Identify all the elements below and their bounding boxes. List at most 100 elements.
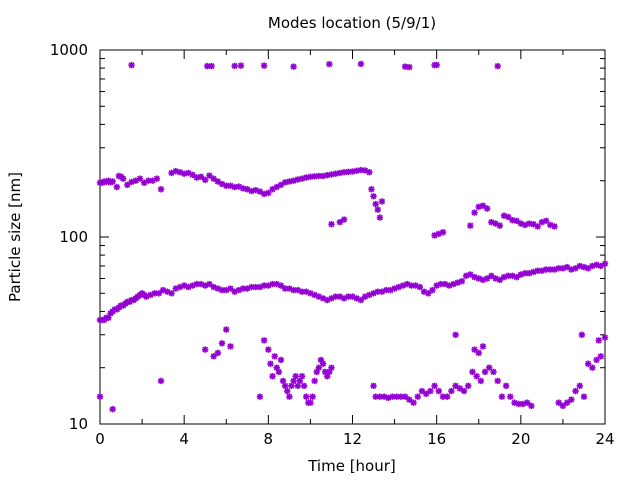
data-point: [227, 343, 234, 350]
data-point: [307, 399, 314, 406]
data-point: [433, 61, 440, 69]
y-axis-label: Particle size [nm]: [6, 172, 24, 302]
data-point: [479, 343, 487, 350]
data-point: [431, 382, 438, 390]
data-point: [288, 382, 295, 390]
data-point: [294, 382, 301, 390]
x-axis-label: Time [hour]: [307, 457, 396, 475]
data-point: [168, 290, 175, 297]
data-point: [494, 377, 501, 385]
data-point: [260, 62, 268, 69]
data-point: [370, 193, 377, 200]
data-point: [109, 178, 116, 185]
plot-frame: [99, 49, 606, 425]
data-point: [340, 216, 348, 223]
x-tick-label: 0: [95, 430, 105, 448]
data-point: [416, 283, 424, 291]
data-point: [477, 377, 485, 385]
data-point: [303, 393, 310, 400]
data-point: [422, 390, 430, 398]
data-point: [551, 223, 558, 230]
x-tick-label: 16: [427, 430, 446, 448]
data-point: [460, 387, 468, 395]
data-point: [237, 62, 245, 69]
data-point: [370, 382, 377, 390]
data-point: [496, 222, 503, 229]
x-tick-label: 20: [511, 430, 530, 448]
data-point: [218, 340, 226, 347]
data-point: [311, 377, 318, 385]
x-axis: 0 4 8 12 16 20 24: [95, 50, 615, 448]
data-point: [441, 280, 449, 288]
data-point: [498, 393, 506, 400]
data-point: [275, 368, 283, 376]
data-point: [523, 399, 531, 406]
data-point: [414, 393, 421, 400]
x-tick-label: 24: [595, 430, 614, 448]
data-point: [406, 63, 413, 71]
data-point: [231, 62, 238, 70]
data-point: [502, 382, 510, 390]
data-point: [208, 62, 215, 70]
chart-title: Modes location (5/9/1): [268, 14, 436, 32]
data-point: [368, 186, 375, 193]
data-point: [202, 176, 209, 184]
data-point: [279, 377, 287, 385]
data-point: [309, 393, 316, 400]
data-point: [265, 346, 272, 353]
data-point: [136, 175, 144, 182]
data-point: [206, 280, 213, 288]
data-point: [443, 393, 451, 400]
data-point: [439, 229, 447, 236]
data-point: [526, 220, 533, 227]
data-point: [357, 60, 365, 68]
data-point: [465, 382, 472, 390]
data-point: [290, 63, 297, 70]
data-point: [473, 373, 480, 380]
data-point: [572, 387, 579, 395]
data-point: [475, 349, 482, 357]
data-point: [281, 382, 289, 390]
data-point: [315, 364, 323, 371]
y-tick-label: 100: [59, 228, 88, 246]
data-point: [410, 399, 417, 406]
data-point: [96, 393, 104, 400]
data-point: [269, 373, 276, 380]
data-point: [326, 60, 333, 68]
data-point: [223, 326, 230, 333]
data-point: [406, 396, 413, 403]
data-point: [202, 346, 209, 353]
data-point: [483, 205, 491, 212]
data-point: [580, 393, 588, 400]
data-point: [551, 266, 558, 273]
data-point: [366, 169, 373, 176]
data-point: [584, 360, 592, 367]
data-point: [528, 402, 535, 410]
data-point: [372, 200, 379, 208]
data-point: [328, 364, 335, 371]
data-point: [197, 173, 205, 180]
data-point: [328, 221, 335, 228]
data-point: [479, 202, 487, 209]
y-tick-label: 1000: [50, 41, 88, 59]
data-point: [507, 393, 514, 400]
data-point: [576, 382, 583, 390]
data-point: [452, 331, 459, 338]
data-points: [96, 60, 609, 413]
data-point: [542, 217, 550, 225]
y-axis: 10 100 1000: [50, 41, 605, 433]
data-point: [427, 387, 434, 395]
data-point: [319, 360, 327, 367]
data-point: [490, 368, 497, 376]
data-point: [376, 214, 384, 221]
data-point: [157, 377, 165, 385]
data-point: [513, 217, 520, 225]
data-point: [286, 393, 293, 400]
data-point: [124, 181, 131, 189]
data-point: [300, 382, 308, 390]
data-point: [401, 393, 409, 400]
data-point: [380, 393, 388, 400]
data-point: [113, 183, 121, 191]
data-point: [458, 278, 466, 285]
